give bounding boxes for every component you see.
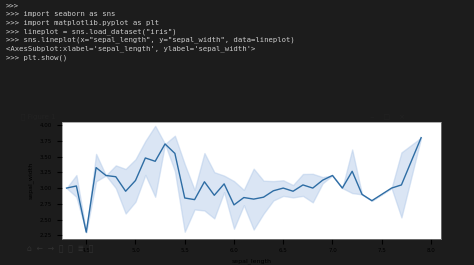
Text: ⛶ Figure 1: ⛶ Figure 1: [21, 114, 55, 120]
X-axis label: sepal_length: sepal_length: [231, 259, 271, 264]
Y-axis label: sepal_width: sepal_width: [28, 162, 34, 199]
Text: ‒    □    ×: ‒ □ ×: [370, 114, 405, 120]
Text: ⌂  ←  →  ⤢  🔍  ≣  💾: ⌂ ← → ⤢ 🔍 ≣ 💾: [27, 245, 94, 254]
Text: >>>
>>> import seaborn as sns
>>> import matplotlib.pyplot as plt
>>> lineplot =: >>> >>> import seaborn as sns >>> import…: [6, 3, 294, 61]
